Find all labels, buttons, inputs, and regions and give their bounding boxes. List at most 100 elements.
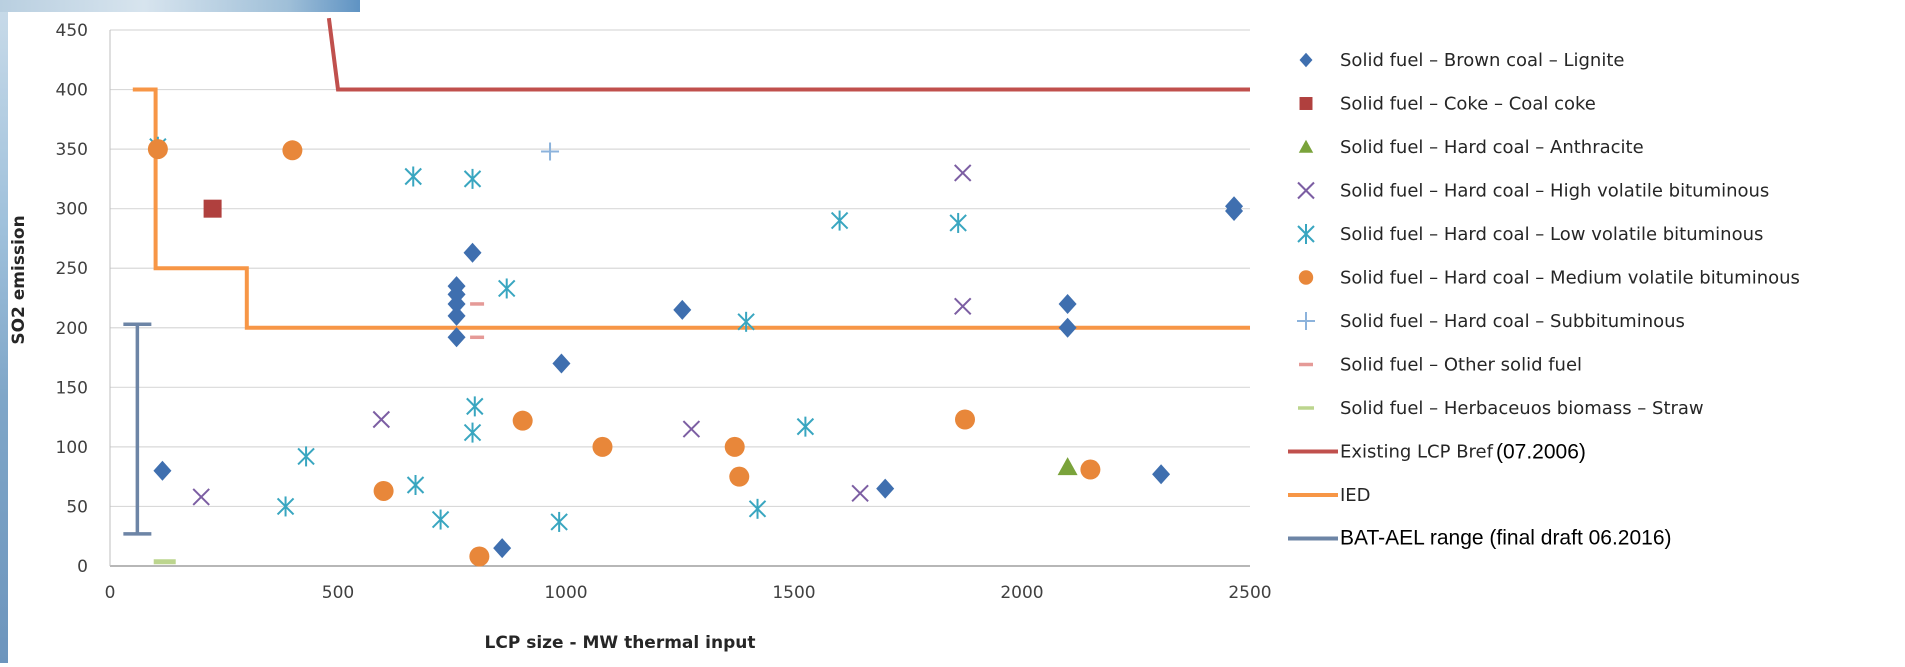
data-point (447, 305, 466, 326)
legend-label: BAT-AEL range (final draft 06.2016) (1340, 527, 1672, 550)
x-tick-label: 0 (105, 583, 116, 603)
data-point (673, 299, 692, 320)
legend-swatch (1298, 270, 1314, 285)
legend-item: BAT-AEL range (final draft 06.2016) (1288, 527, 1672, 550)
legend-label: Solid fuel – Brown coal – Lignite (1340, 50, 1624, 71)
data-point (373, 480, 394, 501)
legend: Solid fuel – Brown coal – Lignite Solid f… (1288, 50, 1800, 550)
data-point (463, 168, 482, 189)
y-tick-label: 350 (56, 140, 88, 160)
data-point (512, 410, 533, 431)
legend-swatch (1298, 139, 1314, 153)
data-point (1058, 293, 1077, 314)
legend-item: Solid fuel – Coke – Coal coke (1299, 94, 1596, 115)
data-point (737, 311, 755, 332)
data-points (147, 136, 1244, 567)
data-point (406, 475, 425, 496)
data-point (949, 212, 967, 233)
data-point (431, 509, 450, 530)
background-strip (0, 0, 8, 663)
legend-label: Solid fuel – Herbaceuos biomass – Straw (1340, 398, 1704, 419)
data-point (954, 164, 972, 182)
data-point (404, 166, 422, 187)
x-axis-title: LCP size - MW thermal input (485, 633, 756, 653)
y-tick-label: 300 (56, 200, 88, 220)
x-tick-label: 500 (322, 583, 354, 603)
data-point (1152, 464, 1171, 485)
data-point (498, 278, 516, 299)
data-point (463, 422, 482, 443)
data-point (469, 546, 490, 567)
legend-swatch (1299, 97, 1313, 110)
background-corner (0, 0, 360, 12)
legend-label: Solid fuel – Hard coal – High volatile b… (1340, 181, 1769, 202)
data-point (282, 140, 303, 161)
legend-label: Solid fuel – Other solid fuel (1340, 355, 1582, 376)
legend-item: IED (1288, 485, 1371, 506)
legend-item: Existing LCP Bref (07.2006) (1288, 441, 1586, 464)
data-point (493, 538, 512, 559)
x-tick-label: 1000 (544, 583, 587, 603)
data-point (830, 210, 849, 231)
data-point (153, 460, 172, 481)
data-point (276, 496, 295, 517)
data-point (550, 511, 568, 532)
gridlines (109, 29, 1250, 567)
y-tick-label: 200 (56, 319, 88, 339)
legend-swatch (1297, 224, 1315, 244)
data-point (876, 478, 895, 499)
range-bar (123, 322, 152, 536)
data-point (796, 416, 815, 437)
data-point (682, 420, 701, 438)
legend-label: Solid fuel – Hard coal – Low volatile bi… (1340, 224, 1763, 245)
legend-item: Solid fuel – Other solid fuel (1299, 355, 1582, 376)
y-tick-label: 450 (56, 21, 88, 41)
y-tick-label: 150 (56, 378, 88, 398)
data-point (192, 488, 210, 506)
x-tick-label: 1500 (772, 583, 815, 603)
data-point (541, 142, 560, 161)
data-point (851, 484, 869, 503)
y-axis-title: SO2 emission (9, 215, 29, 344)
x-tick-label: 2000 (1000, 583, 1043, 603)
data-point (1225, 201, 1244, 222)
threshold-line (326, 17, 1250, 92)
legend-item: Solid fuel – Hard coal – High volatile b… (1297, 181, 1769, 202)
data-point (1080, 459, 1101, 480)
legend-item: Solid fuel – Hard coal – Subbituminous (1297, 311, 1685, 332)
legend-label: Solid fuel – Coke – Coal coke (1340, 94, 1596, 115)
data-point (955, 409, 975, 430)
y-tick-label: 0 (77, 557, 88, 577)
data-point (147, 139, 168, 160)
data-point (1057, 457, 1078, 476)
y-tick-label: 50 (66, 497, 88, 517)
legend-swatch (1297, 312, 1315, 330)
threshold-line (132, 87, 1250, 330)
legend-label: IED (1340, 485, 1371, 506)
x-tick-label: 2500 (1228, 583, 1271, 603)
tick-labels: 0 50 100 150 200 250 300 350 400 450 0 500 1000 1500 2… (56, 21, 1272, 603)
data-point (203, 199, 222, 218)
data-point (297, 446, 315, 467)
legend-swatch (1297, 181, 1315, 200)
data-point (463, 242, 482, 263)
y-tick-label: 250 (56, 259, 88, 279)
data-point (1058, 317, 1077, 338)
y-tick-label: 400 (56, 81, 88, 101)
legend-annotation: (07.2006) (1496, 441, 1586, 464)
data-point (466, 396, 484, 417)
legend-item: Solid fuel – Hard coal – Medium volatile… (1298, 268, 1800, 289)
legend-label: Solid fuel – Hard coal – Subbituminous (1340, 311, 1685, 332)
data-point (447, 293, 466, 314)
data-point (592, 436, 613, 457)
data-point (447, 327, 466, 348)
data-point (729, 466, 750, 487)
data-point (954, 297, 972, 316)
data-point (372, 410, 391, 429)
legend-swatch (1299, 52, 1313, 68)
y-tick-label: 100 (56, 438, 88, 458)
legend-item: Solid fuel – Hard coal – Low volatile bi… (1297, 224, 1763, 245)
legend-label: Solid fuel – Hard coal – Anthracite (1340, 137, 1644, 158)
